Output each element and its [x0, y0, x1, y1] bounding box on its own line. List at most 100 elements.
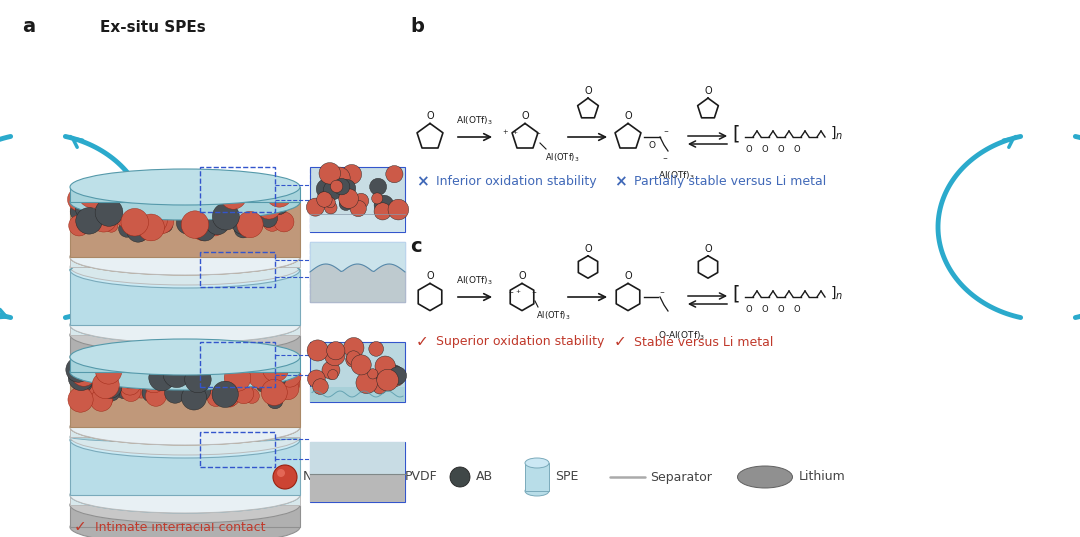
Text: In-situ SPEs: In-situ SPEs [100, 232, 202, 247]
Circle shape [266, 180, 293, 207]
Text: O: O [522, 111, 529, 121]
Text: $^-$: $^-$ [530, 288, 538, 297]
Ellipse shape [70, 354, 300, 390]
Circle shape [211, 358, 227, 373]
Text: O: O [745, 305, 753, 314]
Circle shape [356, 372, 378, 394]
Ellipse shape [70, 252, 300, 288]
Circle shape [308, 370, 325, 388]
Circle shape [162, 351, 185, 375]
Circle shape [247, 361, 275, 389]
Circle shape [146, 182, 170, 206]
Ellipse shape [70, 184, 300, 220]
Bar [310, 474, 405, 502]
Circle shape [374, 195, 394, 215]
Text: $^-$: $^-$ [662, 127, 670, 136]
Circle shape [93, 356, 108, 371]
Ellipse shape [70, 419, 300, 455]
Circle shape [192, 221, 212, 240]
Bar [70, 372, 300, 427]
Circle shape [76, 197, 98, 220]
Circle shape [197, 382, 212, 396]
Circle shape [387, 369, 404, 387]
Circle shape [69, 215, 90, 236]
Text: Al(OTf)$_3$: Al(OTf)$_3$ [536, 309, 570, 322]
Circle shape [239, 358, 261, 380]
Ellipse shape [70, 509, 300, 537]
Circle shape [194, 219, 216, 241]
Text: O: O [745, 145, 753, 154]
Circle shape [312, 379, 328, 395]
Circle shape [368, 342, 383, 356]
Circle shape [149, 208, 174, 234]
Text: O: O [427, 271, 434, 281]
Circle shape [234, 384, 254, 404]
Circle shape [225, 373, 237, 385]
Circle shape [141, 383, 161, 402]
Circle shape [389, 367, 406, 384]
Circle shape [159, 218, 173, 233]
Text: O: O [648, 141, 656, 150]
Text: O: O [518, 271, 526, 281]
Circle shape [180, 373, 197, 389]
Text: Ex-situ SPEs: Ex-situ SPEs [100, 20, 206, 35]
Circle shape [134, 201, 152, 221]
Text: Al(OTf)$_3$: Al(OTf)$_3$ [545, 151, 580, 163]
Circle shape [116, 382, 132, 398]
Circle shape [152, 379, 166, 393]
Bar [200, 342, 275, 387]
Circle shape [194, 205, 210, 220]
Circle shape [114, 202, 139, 228]
Text: PVDF: PVDF [405, 470, 437, 483]
Circle shape [90, 205, 118, 232]
Circle shape [187, 379, 211, 402]
Bar [70, 187, 300, 202]
Circle shape [71, 361, 96, 386]
Text: NCM: NCM [303, 470, 332, 483]
Circle shape [383, 365, 404, 385]
Text: O: O [794, 305, 800, 314]
Circle shape [268, 185, 289, 207]
Text: Intimate interfacial contact: Intimate interfacial contact [95, 521, 266, 534]
Circle shape [78, 180, 106, 208]
Circle shape [267, 393, 283, 409]
Text: $^+$: $^+$ [501, 129, 509, 139]
Circle shape [144, 361, 165, 383]
Circle shape [256, 378, 271, 392]
Text: $^-$: $^-$ [661, 155, 669, 163]
Text: O: O [778, 305, 784, 314]
Text: O: O [778, 145, 784, 154]
Bar [310, 442, 405, 502]
Circle shape [168, 389, 181, 401]
Ellipse shape [525, 486, 549, 496]
Circle shape [375, 356, 395, 376]
Circle shape [156, 352, 180, 376]
Circle shape [253, 212, 268, 227]
Circle shape [127, 220, 149, 242]
Ellipse shape [70, 239, 300, 275]
Circle shape [261, 206, 274, 220]
Circle shape [376, 372, 388, 382]
Circle shape [218, 386, 231, 398]
Circle shape [270, 366, 283, 379]
Circle shape [98, 206, 110, 219]
Text: Superior oxidation stability: Superior oxidation stability [436, 336, 605, 349]
Text: b: b [410, 17, 423, 36]
Bar [200, 167, 275, 212]
Circle shape [239, 212, 258, 231]
Circle shape [180, 195, 198, 213]
Circle shape [268, 194, 288, 215]
Circle shape [91, 389, 112, 411]
Circle shape [185, 215, 198, 229]
Circle shape [78, 361, 94, 378]
Bar [200, 432, 275, 467]
Circle shape [351, 355, 372, 375]
Circle shape [307, 198, 324, 216]
Circle shape [328, 167, 350, 188]
Circle shape [307, 340, 328, 361]
Bar [70, 495, 300, 505]
Circle shape [70, 181, 96, 206]
Circle shape [125, 197, 141, 214]
Circle shape [262, 198, 280, 215]
Text: Al(OTf)$_3$: Al(OTf)$_3$ [457, 114, 494, 127]
